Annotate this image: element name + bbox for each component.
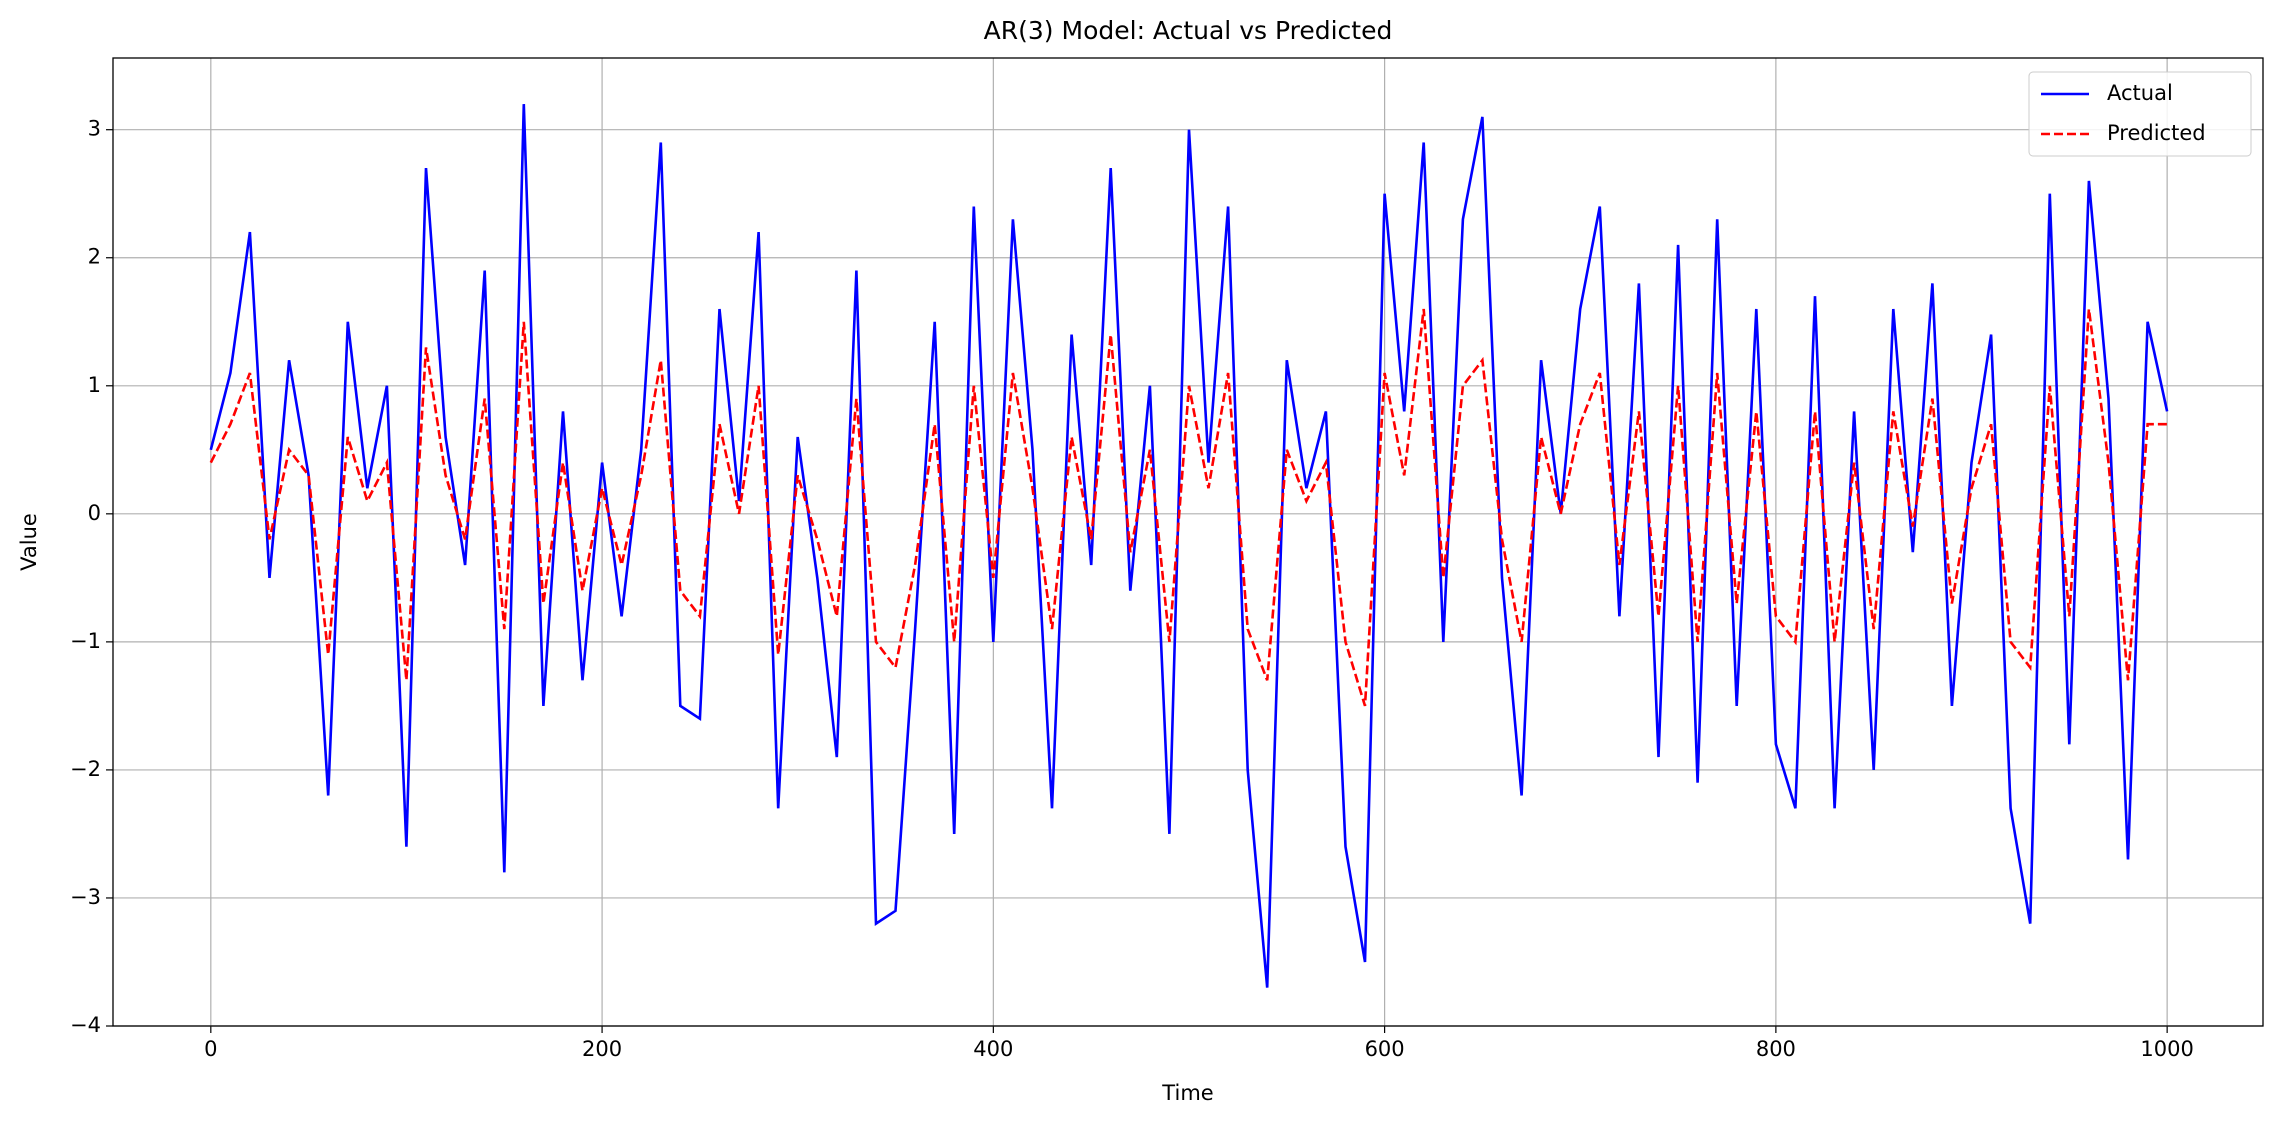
y-tick-label: 2	[88, 245, 101, 269]
y-tick-label: 0	[88, 501, 101, 525]
legend: Actual Predicted	[2028, 71, 2252, 157]
y-tick-label: −1	[70, 629, 101, 653]
x-tick-label: 400	[973, 1037, 1013, 1061]
y-tick-label: −3	[70, 885, 101, 909]
series-line	[209, 308, 2168, 707]
x-tick-label: 800	[1756, 1037, 1796, 1061]
x-tick-label: 0	[204, 1037, 217, 1061]
x-tick-label: 200	[582, 1037, 622, 1061]
y-tick-label: 3	[88, 117, 101, 141]
x-tick-label: 1000	[2140, 1037, 2193, 1061]
x-axis-label: Time	[1161, 1081, 1213, 1105]
y-tick-label: 1	[88, 373, 101, 397]
plot-frame	[112, 57, 2264, 1027]
series-line	[209, 104, 2169, 988]
legend-label: Actual	[2107, 81, 2173, 105]
legend-label: Predicted	[2107, 121, 2206, 145]
x-tick-label: 600	[1365, 1037, 1405, 1061]
y-tick-label: −4	[70, 1013, 101, 1037]
y-tick-label: −2	[70, 757, 101, 781]
chart-title: AR(3) Model: Actual vs Predicted	[984, 16, 1393, 45]
y-axis-label: Value	[17, 513, 41, 571]
